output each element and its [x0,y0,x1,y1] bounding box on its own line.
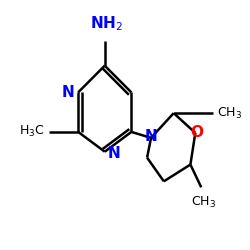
Text: CH$_3$: CH$_3$ [217,106,242,121]
Text: CH$_3$: CH$_3$ [191,195,216,210]
Text: O: O [190,126,203,140]
Text: N: N [108,146,120,161]
Text: H$_3$C: H$_3$C [19,124,45,140]
Text: NH$_2$: NH$_2$ [90,14,123,33]
Text: N: N [62,85,74,100]
Text: N: N [145,129,158,144]
